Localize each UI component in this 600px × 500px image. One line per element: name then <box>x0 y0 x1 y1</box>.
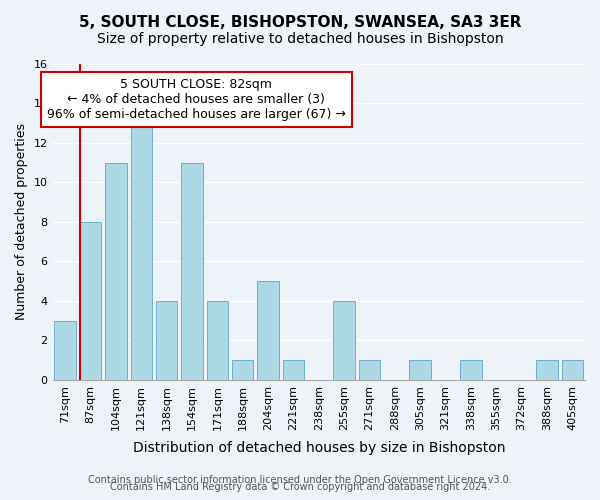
Text: Size of property relative to detached houses in Bishopston: Size of property relative to detached ho… <box>97 32 503 46</box>
Bar <box>409 360 431 380</box>
Bar <box>562 360 583 380</box>
Bar <box>156 301 178 380</box>
X-axis label: Distribution of detached houses by size in Bishopston: Distribution of detached houses by size … <box>133 441 505 455</box>
Bar <box>460 360 482 380</box>
Text: Contains public sector information licensed under the Open Government Licence v3: Contains public sector information licen… <box>88 475 512 485</box>
Bar <box>536 360 558 380</box>
Bar <box>105 162 127 380</box>
Text: Contains HM Land Registry data © Crown copyright and database right 2024.: Contains HM Land Registry data © Crown c… <box>110 482 490 492</box>
Text: 5 SOUTH CLOSE: 82sqm
← 4% of detached houses are smaller (3)
96% of semi-detache: 5 SOUTH CLOSE: 82sqm ← 4% of detached ho… <box>47 78 346 121</box>
Text: 5, SOUTH CLOSE, BISHOPSTON, SWANSEA, SA3 3ER: 5, SOUTH CLOSE, BISHOPSTON, SWANSEA, SA3… <box>79 15 521 30</box>
Bar <box>359 360 380 380</box>
Bar <box>257 281 279 380</box>
Bar <box>232 360 253 380</box>
Bar <box>206 301 228 380</box>
Y-axis label: Number of detached properties: Number of detached properties <box>15 124 28 320</box>
Bar <box>334 301 355 380</box>
Bar <box>80 222 101 380</box>
Bar <box>55 320 76 380</box>
Bar <box>283 360 304 380</box>
Bar <box>131 123 152 380</box>
Bar <box>181 162 203 380</box>
